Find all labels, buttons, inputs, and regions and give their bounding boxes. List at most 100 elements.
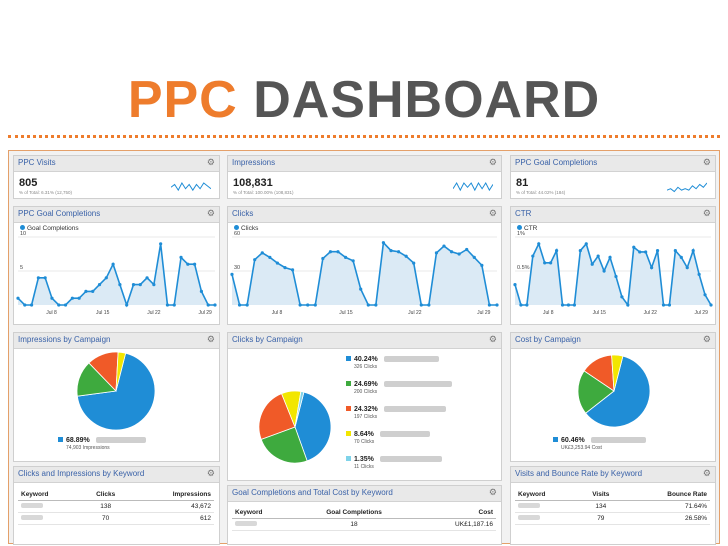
pie-slice xyxy=(611,354,624,392)
data-point xyxy=(111,262,115,266)
redacted-keyword xyxy=(235,521,257,526)
sparkline-path xyxy=(667,182,707,193)
data-point xyxy=(70,296,74,300)
column-header[interactable]: Keyword xyxy=(18,489,82,501)
data-point xyxy=(213,303,217,307)
widget-title: PPC Goal Completions xyxy=(515,158,598,167)
column-header[interactable]: Clicks xyxy=(81,489,130,501)
pie-legend-item: 1.35% 11 Clicks xyxy=(346,456,442,470)
data-point xyxy=(596,254,600,258)
legend-percent: 68.89% xyxy=(66,437,90,444)
data-point xyxy=(412,261,416,265)
visits-cell: 79 xyxy=(578,512,623,525)
widget-title: Impressions by Campaign xyxy=(18,335,111,344)
gear-icon[interactable]: ⚙ xyxy=(206,157,215,167)
metric-subtext: % of Total: 6.31% (12,750) xyxy=(19,190,72,195)
gear-icon[interactable]: ⚙ xyxy=(206,468,215,478)
legend-dot xyxy=(234,225,239,230)
legend-subtext: 200 Clicks xyxy=(354,389,378,395)
redacted-keyword xyxy=(21,503,43,508)
data-point xyxy=(650,266,654,270)
column-header[interactable]: Bounce Rate xyxy=(622,489,710,501)
x-tick-label: Jul 8 xyxy=(543,310,554,316)
widget-title: PPC Visits xyxy=(18,158,56,167)
column-header[interactable]: Goal Completions xyxy=(295,507,413,519)
title-ppc: PPC xyxy=(127,71,238,129)
legend-dot xyxy=(20,225,25,230)
data-point xyxy=(620,295,624,299)
legend-subtext: UK£3,253.94 Cost xyxy=(561,445,602,451)
column-header[interactable]: Impressions xyxy=(129,489,214,501)
column-header[interactable]: Visits xyxy=(578,489,623,501)
chart-legend: CTR xyxy=(517,225,537,232)
data-point xyxy=(152,283,156,287)
pie-chart xyxy=(258,390,332,464)
redacted-keyword xyxy=(518,515,540,520)
data-point xyxy=(374,303,378,307)
data-point xyxy=(554,249,559,253)
pie-chart xyxy=(76,351,156,431)
legend-swatch xyxy=(346,431,351,436)
ppc-goal-completions-widget: PPC Goal Completions ⚙ 81 % of Total: 44.… xyxy=(510,155,716,199)
redacted-label xyxy=(383,406,446,413)
data-point xyxy=(434,251,439,255)
legend-swatch xyxy=(346,381,351,386)
x-tick-label: Jul 22 xyxy=(644,310,658,316)
table-header-row: Keyword Visits Bounce Rate xyxy=(515,489,710,501)
data-point xyxy=(57,303,61,307)
gear-icon[interactable]: ⚙ xyxy=(702,468,711,478)
gear-icon[interactable]: ⚙ xyxy=(488,157,497,167)
legend-subtext: 197 Clicks xyxy=(354,414,378,420)
gear-icon[interactable]: ⚙ xyxy=(702,334,711,344)
data-point xyxy=(91,289,95,293)
data-point xyxy=(336,250,340,254)
data-point xyxy=(644,250,648,254)
legend-swatch xyxy=(58,437,63,442)
metric-value: 805 xyxy=(19,177,38,189)
data-point xyxy=(165,303,170,307)
data-point xyxy=(578,249,582,253)
gear-icon[interactable]: ⚙ xyxy=(702,208,711,218)
keyword-cell xyxy=(515,500,579,513)
pie-legend-item: 68.89% 74,903 Impressions xyxy=(58,437,146,451)
data-point xyxy=(50,296,54,300)
data-point xyxy=(260,251,264,255)
keyword-table: Keyword Visits Bounce Rate 134 71.64% 79… xyxy=(515,489,710,525)
data-point xyxy=(199,289,204,293)
data-point xyxy=(145,276,149,280)
data-point xyxy=(427,303,431,307)
widget-title: PPC Goal Completions xyxy=(18,209,101,218)
x-tick-label: Jul 22 xyxy=(408,310,422,316)
x-tick-label: Jul 22 xyxy=(147,310,161,316)
legend-swatch xyxy=(553,437,558,442)
gear-icon[interactable]: ⚙ xyxy=(206,208,215,218)
pie-legend-item: 24.32% 197 Clicks xyxy=(346,406,446,420)
gear-icon[interactable]: ⚙ xyxy=(206,334,215,344)
visits-bounce-table-widget: Visits and Bounce Rate by Keyword ⚙ Keywo… xyxy=(510,466,716,545)
keyword-cell xyxy=(515,512,579,525)
gear-icon[interactable]: ⚙ xyxy=(488,487,497,497)
gear-icon[interactable]: ⚙ xyxy=(702,157,711,167)
legend-label: CTR xyxy=(524,225,538,232)
gear-icon[interactable]: ⚙ xyxy=(488,208,497,218)
data-point xyxy=(16,296,20,300)
data-point xyxy=(118,283,122,287)
pie-legend-item: 8.64% 70 Clicks xyxy=(346,431,430,445)
sparkline xyxy=(171,182,211,192)
data-point xyxy=(268,255,272,259)
page-title: PPC DASHBOARD xyxy=(0,70,728,130)
keyword-table: Keyword Clicks Impressions 138 43,672 70… xyxy=(18,489,214,525)
data-point xyxy=(104,276,108,280)
ppc-visits-widget: PPC Visits ⚙ 805 % of Total: 6.31% (12,75… xyxy=(13,155,220,199)
column-header[interactable]: Keyword xyxy=(232,507,296,519)
x-tick-label: Jul 8 xyxy=(46,310,57,316)
data-point xyxy=(275,261,280,265)
table-header-row: Keyword Clicks Impressions xyxy=(18,489,214,501)
column-header[interactable]: Cost xyxy=(412,507,496,519)
pie-legend-item: 24.69% 200 Clicks xyxy=(346,381,452,395)
column-header[interactable]: Keyword xyxy=(515,489,579,501)
widget-title: Clicks xyxy=(232,209,254,218)
gear-icon[interactable]: ⚙ xyxy=(488,334,497,344)
data-point xyxy=(179,255,183,259)
data-point xyxy=(560,303,565,307)
